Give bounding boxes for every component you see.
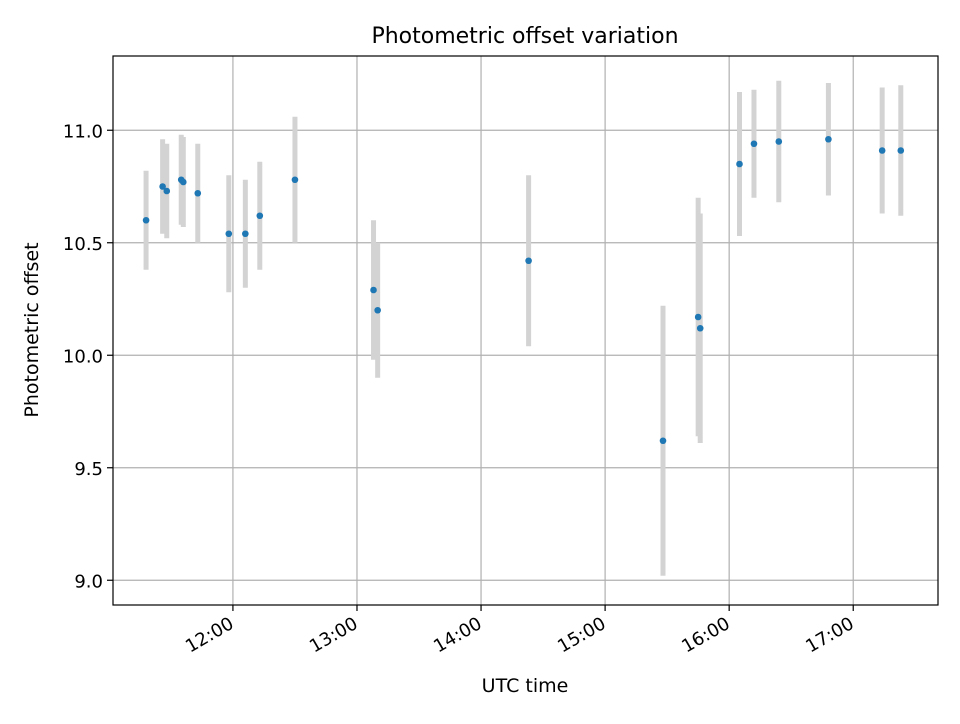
data-point xyxy=(694,313,702,321)
y-tick-label: 10.5 xyxy=(63,234,103,255)
data-point xyxy=(897,147,905,154)
plot-frame xyxy=(112,55,939,606)
data-point xyxy=(750,140,758,148)
data-point xyxy=(736,160,743,168)
data-point xyxy=(525,257,532,265)
y-axis-label: Photometric offset xyxy=(21,242,43,417)
data-point xyxy=(194,189,202,197)
data-point xyxy=(659,437,667,445)
data-point xyxy=(696,324,704,332)
data-point xyxy=(142,216,150,224)
data-point xyxy=(370,286,377,294)
y-tick-label: 9.0 xyxy=(74,571,103,592)
data-point xyxy=(291,176,299,184)
data-point xyxy=(225,230,233,238)
grid-layer xyxy=(113,56,938,605)
data-point xyxy=(775,138,783,145)
data-point xyxy=(878,147,886,154)
data-point xyxy=(180,178,187,186)
x-axis-label: UTC time xyxy=(482,675,569,697)
data-point xyxy=(256,212,264,220)
data-point xyxy=(159,183,166,190)
data-point xyxy=(825,135,832,143)
chart-title: Photometric offset variation xyxy=(371,24,678,49)
y-tick-label: 11.0 xyxy=(63,121,103,142)
point-layer xyxy=(142,135,905,445)
data-point xyxy=(163,187,171,195)
data-point xyxy=(242,230,249,238)
y-tick-label: 9.5 xyxy=(74,459,103,480)
data-point xyxy=(374,306,381,314)
y-tick-label: 10.0 xyxy=(63,346,103,367)
plot-area xyxy=(113,56,938,605)
